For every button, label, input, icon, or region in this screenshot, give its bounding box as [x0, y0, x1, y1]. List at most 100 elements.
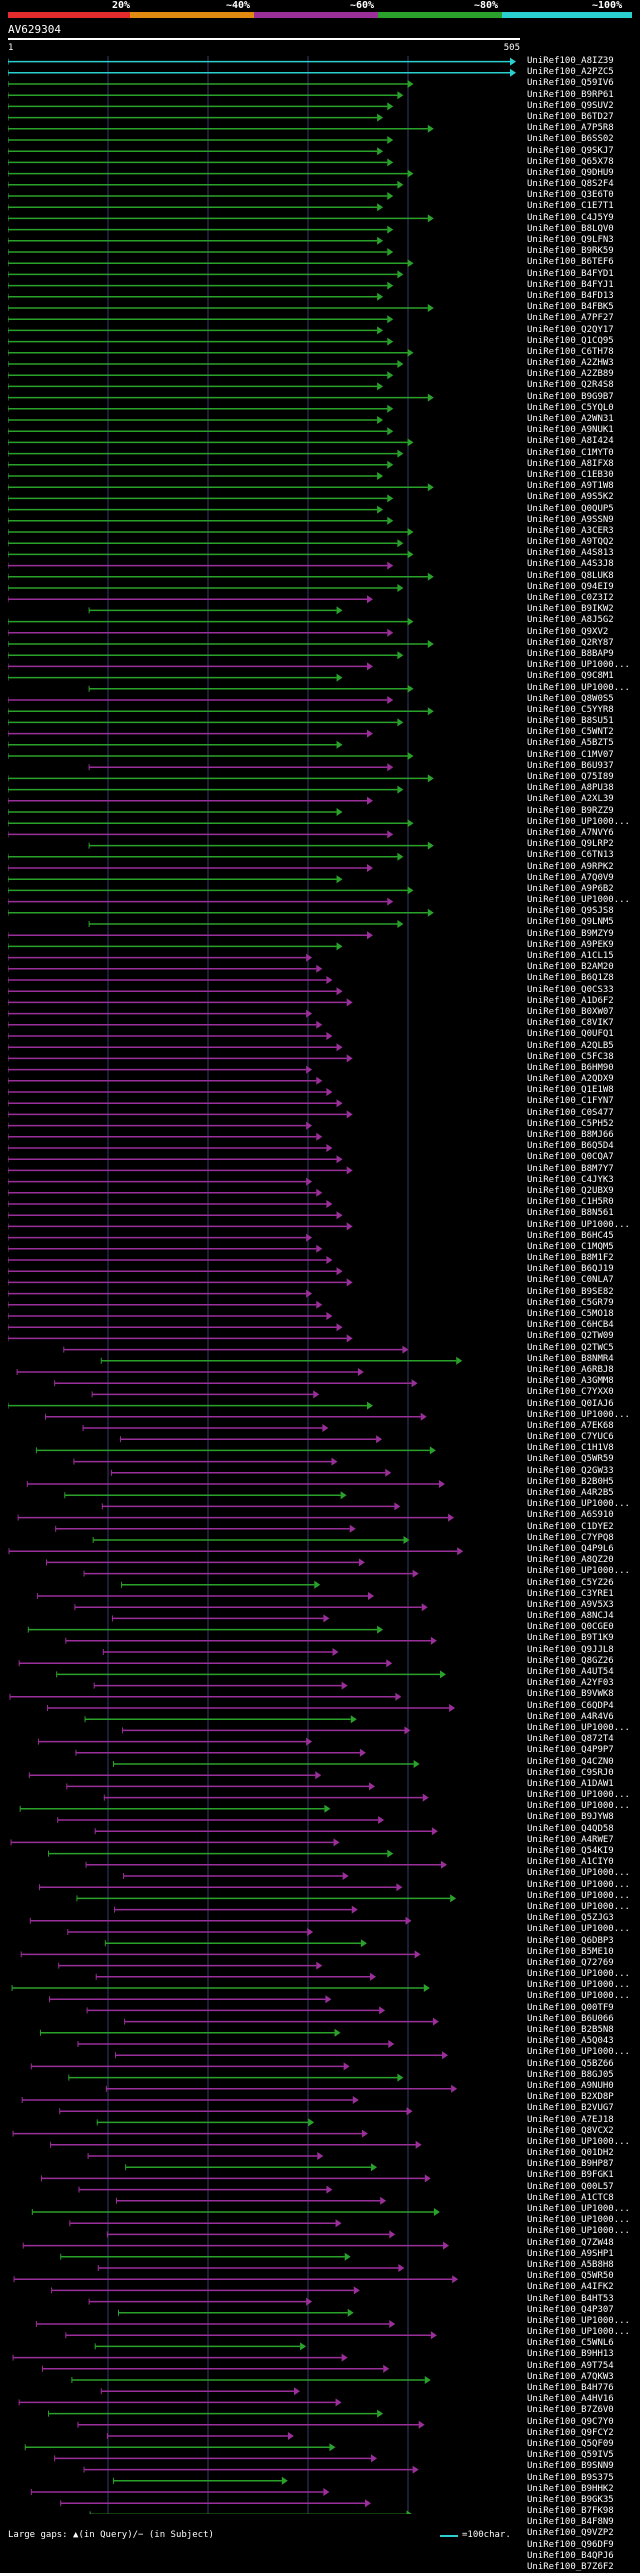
hit-link[interactable]: UniRef100_A7P5R8: [527, 123, 614, 134]
hit-link[interactable]: UniRef100_Q00TF9: [527, 2002, 614, 2013]
hit-link[interactable]: UniRef100_UP1000...: [527, 1790, 630, 1801]
hit-link[interactable]: UniRef100_C8VIK7: [527, 1018, 614, 1029]
hit-link[interactable]: UniRef100_A8J5G2: [527, 615, 614, 626]
hit-link[interactable]: UniRef100_B2AM20: [527, 962, 614, 973]
hit-link[interactable]: UniRef100_UP1000...: [527, 2226, 630, 2237]
hit-link[interactable]: UniRef100_UP1000...: [527, 2327, 630, 2338]
hit-link[interactable]: UniRef100_A4S813: [527, 548, 614, 559]
hit-link[interactable]: UniRef100_C0Z3I2: [527, 593, 614, 603]
hit-link[interactable]: UniRef100_B8N561: [527, 1208, 614, 1219]
hit-link[interactable]: UniRef100_Q4QD58: [527, 1823, 614, 1834]
hit-link[interactable]: UniRef100_A6RBJ8: [527, 1364, 614, 1375]
hit-link[interactable]: UniRef100_B6Q1Z8: [527, 973, 614, 984]
hit-link[interactable]: UniRef100_B7Z6F2: [527, 2562, 614, 2572]
hit-link[interactable]: UniRef100_A2QDX9: [527, 1074, 614, 1085]
hit-link[interactable]: UniRef100_A8NCJ4: [527, 1611, 614, 1622]
hit-link[interactable]: UniRef100_B7Z6V0: [527, 2405, 614, 2416]
hit-link[interactable]: UniRef100_UP1000...: [527, 816, 630, 827]
hit-link[interactable]: UniRef100_Q8LUK8: [527, 570, 614, 581]
hit-link[interactable]: UniRef100_Q5WR50: [527, 2271, 614, 2282]
hit-link[interactable]: UniRef100_A3GMM8: [527, 1376, 614, 1387]
hit-link[interactable]: UniRef100_A2ZHW3: [527, 358, 614, 369]
hit-link[interactable]: UniRef100_UP1000...: [527, 1801, 630, 1812]
hit-link[interactable]: UniRef100_Q94EI9: [527, 581, 614, 592]
hit-link[interactable]: UniRef100_B2XD8P: [527, 2092, 614, 2103]
hit-link[interactable]: UniRef100_B8M1F2: [527, 1253, 614, 1264]
hit-link[interactable]: UniRef100_UP1000...: [527, 1890, 630, 1901]
hit-link[interactable]: UniRef100_A9T754: [527, 2360, 614, 2371]
hit-link[interactable]: UniRef100_C6HCB4: [527, 1320, 614, 1331]
hit-link[interactable]: UniRef100_Q9C8M1: [527, 671, 614, 682]
hit-link[interactable]: UniRef100_Q54KI9: [527, 1846, 614, 1856]
hit-link[interactable]: UniRef100_Q9SKJ7: [527, 145, 614, 156]
hit-link[interactable]: UniRef100_B4FD13: [527, 290, 614, 301]
hit-link[interactable]: UniRef100_C1E7T1: [527, 201, 614, 212]
hit-link[interactable]: UniRef100_UP1000...: [527, 1991, 630, 2002]
hit-link[interactable]: UniRef100_C7YPQ8: [527, 1532, 614, 1543]
hit-link[interactable]: UniRef100_B2B5N8: [527, 2025, 614, 2035]
hit-link[interactable]: UniRef100_Q9LNM5: [527, 917, 614, 928]
hit-link[interactable]: UniRef100_C1MYT0: [527, 447, 614, 458]
hit-link[interactable]: UniRef100_B7FK98: [527, 2506, 614, 2517]
hit-link[interactable]: UniRef100_Q9DHU9: [527, 167, 614, 178]
hit-link[interactable]: UniRef100_Q6DBP3: [527, 1935, 614, 1946]
hit-link[interactable]: UniRef100_B8MJ66: [527, 1130, 614, 1140]
hit-link[interactable]: UniRef100_UP1000...: [527, 682, 630, 693]
hit-link[interactable]: UniRef100_A6S910: [527, 1510, 614, 1521]
hit-link[interactable]: UniRef100_A9TQQ2: [527, 537, 614, 548]
hit-link[interactable]: UniRef100_UP1000...: [527, 1219, 630, 1230]
hit-link[interactable]: UniRef100_B8LQV0: [527, 223, 614, 234]
hit-link[interactable]: UniRef100_B6TEF6: [527, 257, 614, 268]
hit-link[interactable]: UniRef100_A8I424: [527, 436, 614, 447]
hit-link[interactable]: UniRef100_C6TN13: [527, 850, 614, 861]
hit-link[interactable]: UniRef100_B6HC45: [527, 1230, 614, 1241]
hit-link[interactable]: UniRef100_Q9C7Y0: [527, 2416, 614, 2427]
hit-link[interactable]: UniRef100_B9G9B7: [527, 391, 614, 402]
hit-link[interactable]: UniRef100_A9NUH0: [527, 2080, 614, 2091]
hit-link[interactable]: UniRef100_A9V5X3: [527, 1599, 614, 1610]
hit-link[interactable]: UniRef100_UP1000...: [527, 1722, 630, 1733]
hit-link[interactable]: UniRef100_Q2UBX9: [527, 1185, 614, 1196]
hit-link[interactable]: UniRef100_A8IZ39: [527, 56, 614, 66]
hit-link[interactable]: UniRef100_A1CL15: [527, 951, 614, 961]
hit-link[interactable]: UniRef100_A7EK68: [527, 1420, 614, 1431]
hit-link[interactable]: UniRef100_Q9FCY2: [527, 2427, 614, 2438]
hit-link[interactable]: UniRef100_UP1000...: [527, 2215, 630, 2226]
hit-link[interactable]: UniRef100_A5BZT5: [527, 738, 614, 749]
hit-link[interactable]: UniRef100_B9HH13: [527, 2349, 614, 2360]
hit-link[interactable]: UniRef100_Q2TW09: [527, 1331, 614, 1342]
hit-link[interactable]: UniRef100_B4FYD1: [527, 268, 614, 279]
hit-link[interactable]: UniRef100_B9RZZ9: [527, 805, 614, 816]
hit-link[interactable]: UniRef100_Q2QY17: [527, 324, 614, 335]
hit-link[interactable]: UniRef100_B8BAP9: [527, 648, 614, 659]
hit-link[interactable]: UniRef100_C5WNT2: [527, 727, 614, 738]
hit-link[interactable]: UniRef100_A1CIY0: [527, 1857, 614, 1868]
hit-link[interactable]: UniRef100_A7NVY6: [527, 827, 614, 838]
hit-link[interactable]: UniRef100_B9GK35: [527, 2494, 614, 2505]
hit-link[interactable]: UniRef100_A2YF03: [527, 1678, 614, 1689]
hit-link[interactable]: UniRef100_A9T1W8: [527, 481, 614, 492]
hit-link[interactable]: UniRef100_UP1000...: [527, 1566, 630, 1577]
hit-link[interactable]: UniRef100_A1D6F2: [527, 995, 614, 1006]
hit-link[interactable]: UniRef100_UP1000...: [527, 1879, 630, 1890]
hit-link[interactable]: UniRef100_C5GR79: [527, 1297, 614, 1308]
hit-link[interactable]: UniRef100_A2WN31: [527, 414, 614, 424]
hit-link[interactable]: UniRef100_B4HT53: [527, 2293, 614, 2304]
hit-link[interactable]: UniRef100_Q75I89: [527, 772, 614, 782]
hit-link[interactable]: UniRef100_C5YYR8: [527, 704, 614, 715]
hit-link[interactable]: UniRef100_Q8GZ26: [527, 1655, 614, 1666]
hit-link[interactable]: UniRef100_Q4P307: [527, 2304, 614, 2315]
hit-link[interactable]: UniRef100_B9HP87: [527, 2159, 614, 2170]
hit-link[interactable]: UniRef100_A7Q0V9: [527, 872, 614, 883]
hit-link[interactable]: UniRef100_A5Q043: [527, 2036, 614, 2047]
hit-link[interactable]: UniRef100_Q9JJL8: [527, 1644, 614, 1655]
hit-link[interactable]: UniRef100_A4UT54: [527, 1667, 614, 1677]
hit-link[interactable]: UniRef100_C5MO18: [527, 1309, 614, 1319]
hit-link[interactable]: UniRef100_UP1000...: [527, 1924, 630, 1935]
hit-link[interactable]: UniRef100_B9HHK2: [527, 2483, 614, 2494]
hit-link[interactable]: UniRef100_Q65X78: [527, 156, 614, 167]
hit-link[interactable]: UniRef100_C1MQM5: [527, 1241, 614, 1252]
hit-link[interactable]: UniRef100_B9T1K9: [527, 1633, 614, 1644]
hit-link[interactable]: UniRef100_B6U937: [527, 760, 614, 771]
hit-link[interactable]: UniRef100_C7YUC6: [527, 1432, 614, 1443]
